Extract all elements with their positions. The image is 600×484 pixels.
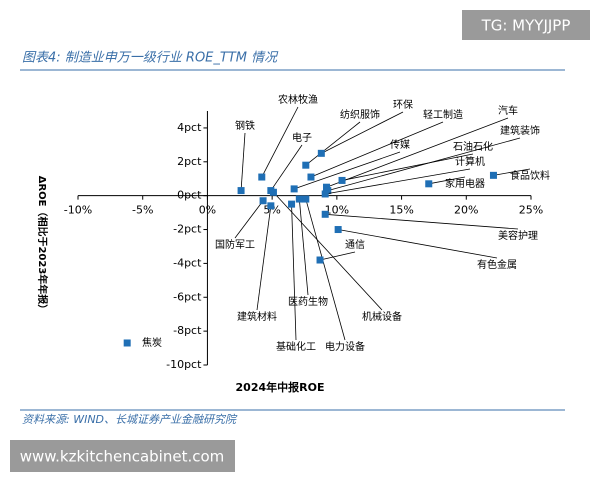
point-label: 国防军工 xyxy=(215,238,255,251)
point xyxy=(258,173,266,181)
point xyxy=(290,185,298,193)
chart-title: 图表4: 制造业申万一级行业 ROE_TTM 情况 xyxy=(22,51,279,66)
leader-line xyxy=(341,153,474,181)
point xyxy=(295,195,303,203)
point-label: 美容护理 xyxy=(498,229,538,242)
leader-line xyxy=(240,132,246,191)
point-label: 轻工制造 xyxy=(423,108,463,121)
watermark-box xyxy=(10,440,235,472)
y-tick-label: 4pct xyxy=(177,121,202,134)
point xyxy=(425,180,433,188)
watermark: TG: MYYJJPP xyxy=(481,17,571,35)
watermark: www.kzkitchencabinet.com xyxy=(20,448,225,466)
point xyxy=(321,210,329,218)
point xyxy=(302,195,310,203)
point-label: 有色金属 xyxy=(477,258,517,271)
point xyxy=(338,176,346,184)
leader-line xyxy=(319,251,356,261)
y-tick-label: -4pct xyxy=(173,256,202,269)
y-tick-label: -8pct xyxy=(173,324,202,337)
point-label: 钢铁 xyxy=(235,119,255,132)
point-label: 汽车 xyxy=(498,104,518,117)
point-label: 环保 xyxy=(393,98,413,111)
leader-line xyxy=(305,198,346,341)
point-label: 焦炭 xyxy=(142,336,162,349)
point xyxy=(302,161,310,169)
leader-line xyxy=(310,121,444,178)
x-tick-label: 0% xyxy=(199,204,216,217)
y-tick-label: -6pct xyxy=(173,290,202,303)
point-label: 建筑装饰 xyxy=(500,124,540,137)
point xyxy=(316,256,324,264)
point xyxy=(269,188,277,196)
point xyxy=(334,226,342,234)
point-label: 食品饮料 xyxy=(510,169,550,182)
point-label: 医药生物 xyxy=(288,295,328,308)
point-label: 家用电器 xyxy=(445,177,485,190)
x-tick-label: -5% xyxy=(132,204,153,217)
x-axis-label: 2024年中报ROE xyxy=(236,380,325,394)
point xyxy=(288,200,296,208)
leader-line xyxy=(326,117,509,188)
leader-line xyxy=(493,168,531,176)
point-label: 纺织服饰 xyxy=(340,108,380,121)
point xyxy=(317,149,325,157)
point-label: 基础化工 xyxy=(276,340,316,353)
leader-line xyxy=(261,106,299,178)
leader-line xyxy=(234,200,264,239)
point xyxy=(259,197,267,205)
leader-line xyxy=(273,192,383,311)
leader-line xyxy=(298,199,309,296)
source: 资料来源: WIND、长城证券产业金融研究院 xyxy=(22,413,238,426)
y-tick-label: -10pct xyxy=(166,358,202,371)
y-tick-label: 0pct xyxy=(177,189,202,202)
leader-line xyxy=(325,213,519,230)
point-label: 机械设备 xyxy=(362,310,402,323)
leader-line xyxy=(325,168,471,195)
point-label: 石油石化 xyxy=(453,140,493,153)
x-tick-label: 10% xyxy=(325,204,349,217)
y-tick-label: 2pct xyxy=(177,155,202,168)
leader-line xyxy=(270,144,303,191)
point xyxy=(237,187,245,195)
leader-line xyxy=(428,176,466,185)
leader-line xyxy=(291,204,297,341)
point xyxy=(267,202,275,210)
point xyxy=(489,171,497,179)
point-label: 电力设备 xyxy=(325,340,365,353)
point-label: 建筑材料 xyxy=(237,310,277,323)
x-tick-label: -10% xyxy=(64,204,92,217)
leader-line xyxy=(338,229,498,259)
point-label: 计算机 xyxy=(455,155,485,168)
leader-line xyxy=(321,111,404,154)
leader-line xyxy=(256,205,272,311)
watermark-box xyxy=(462,10,590,40)
leader-line xyxy=(305,121,361,166)
point-label: 通信 xyxy=(345,239,365,251)
point-label: 农林牧渔 xyxy=(278,93,318,106)
x-tick-label: 20% xyxy=(454,204,478,217)
point-label: 电子 xyxy=(292,131,312,144)
point-label: 传媒 xyxy=(390,139,410,151)
x-tick-label: 25% xyxy=(519,204,543,217)
point xyxy=(123,339,131,347)
point xyxy=(321,190,329,198)
leader-line xyxy=(294,151,401,190)
x-tick-label: 15% xyxy=(389,204,413,217)
point xyxy=(307,173,315,181)
y-axis-label: ΔROE（相比于2023年年报） xyxy=(36,176,49,315)
y-tick-label: -2pct xyxy=(173,223,202,236)
